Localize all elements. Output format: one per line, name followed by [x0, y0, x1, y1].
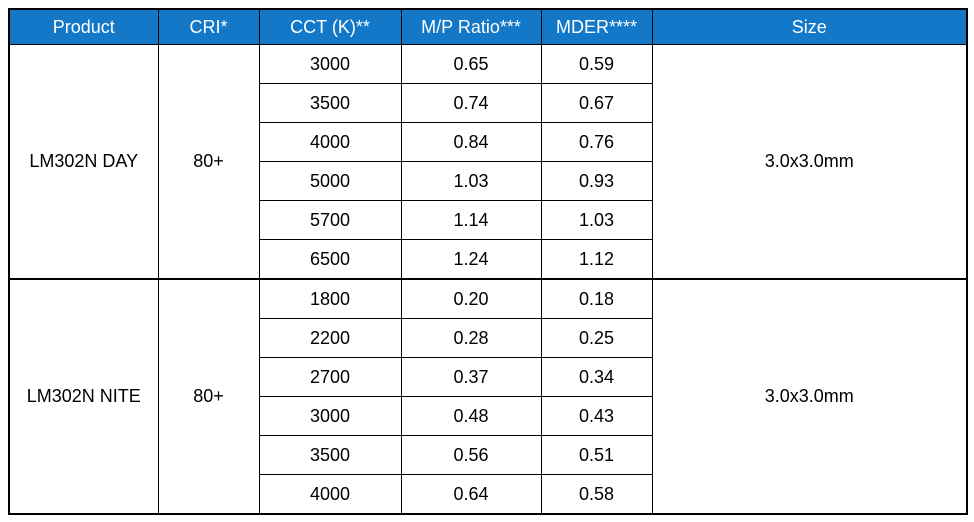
mder-cell: 0.18	[540, 278, 653, 319]
cct-cell: 2200	[258, 318, 402, 358]
product-cell-day: LM302N DAY	[8, 44, 159, 280]
col-header-mder: MDER****	[540, 8, 653, 45]
cct-cell: 4000	[258, 474, 402, 515]
led-spec-table: Product CRI* CCT (K)** M/P Ratio*** MDER…	[8, 8, 968, 515]
mder-cell: 0.25	[540, 318, 653, 358]
cct-cell: 3000	[258, 396, 402, 436]
mder-cell: 0.93	[540, 161, 653, 201]
mder-cell: 1.03	[540, 200, 653, 240]
product-cell-nite: LM302N NITE	[8, 278, 159, 515]
mp-ratio-cell: 0.56	[400, 435, 542, 475]
cct-cell: 1800	[258, 278, 402, 319]
size-cell-day: 3.0x3.0mm	[651, 44, 968, 280]
table-row: 3500 0.74 0.67	[9, 83, 967, 123]
mder-cell: 1.12	[540, 239, 653, 280]
mp-ratio-cell: 0.65	[400, 44, 542, 84]
mder-cell: 0.59	[540, 44, 653, 84]
mp-ratio-cell: 0.48	[400, 396, 542, 436]
mp-ratio-cell: 0.84	[400, 122, 542, 162]
table-row: LM302N DAY 80+ 3000 0.65 0.59 3.0x3.0mm	[8, 44, 968, 280]
cct-cell: 3500	[258, 435, 402, 475]
col-header-product: Product	[8, 8, 159, 45]
table-row: 4000 0.64 0.58	[9, 474, 967, 515]
mp-ratio-cell: 0.74	[400, 83, 542, 123]
mp-ratio-cell: 1.14	[400, 200, 542, 240]
cct-cell: 3000	[258, 44, 402, 84]
mder-cell: 0.51	[540, 435, 653, 475]
table-row: LM302N NITE 80+ 1800 0.20 0.18 3.0x3.0mm	[8, 278, 968, 515]
cri-cell-day: 80+	[157, 44, 260, 280]
col-header-size: Size	[651, 8, 968, 45]
table-row: 3500 0.56 0.51	[9, 435, 967, 475]
mp-ratio-cell: 1.24	[400, 239, 542, 280]
cct-cell: 5000	[258, 161, 402, 201]
mp-ratio-cell: 0.20	[400, 278, 542, 319]
cct-cell: 6500	[258, 239, 402, 280]
cct-cell: 5700	[258, 200, 402, 240]
mder-cell: 0.67	[540, 83, 653, 123]
mder-cell: 0.34	[540, 357, 653, 397]
table-row: 6500 1.24 1.12	[9, 239, 967, 280]
mp-ratio-cell: 0.28	[400, 318, 542, 358]
size-cell-nite: 3.0x3.0mm	[651, 278, 968, 515]
table-row: 4000 0.84 0.76	[9, 122, 967, 162]
table-header-row: Product CRI* CCT (K)** M/P Ratio*** MDER…	[8, 8, 968, 45]
cct-cell: 4000	[258, 122, 402, 162]
col-header-cct: CCT (K)**	[258, 8, 402, 45]
mder-cell: 0.76	[540, 122, 653, 162]
col-header-mp-ratio: M/P Ratio***	[400, 8, 542, 45]
mder-cell: 0.43	[540, 396, 653, 436]
table-row: 3000 0.48 0.43	[9, 396, 967, 436]
cct-cell: 3500	[258, 83, 402, 123]
table-row: 5000 1.03 0.93	[9, 161, 967, 201]
mp-ratio-cell: 0.37	[400, 357, 542, 397]
table-row: 2700 0.37 0.34	[9, 357, 967, 397]
table-row: 5700 1.14 1.03	[9, 200, 967, 240]
mp-ratio-cell: 1.03	[400, 161, 542, 201]
col-header-cri: CRI*	[157, 8, 260, 45]
cri-cell-nite: 80+	[157, 278, 260, 515]
mp-ratio-cell: 0.64	[400, 474, 542, 515]
mder-cell: 0.58	[540, 474, 653, 515]
cct-cell: 2700	[258, 357, 402, 397]
